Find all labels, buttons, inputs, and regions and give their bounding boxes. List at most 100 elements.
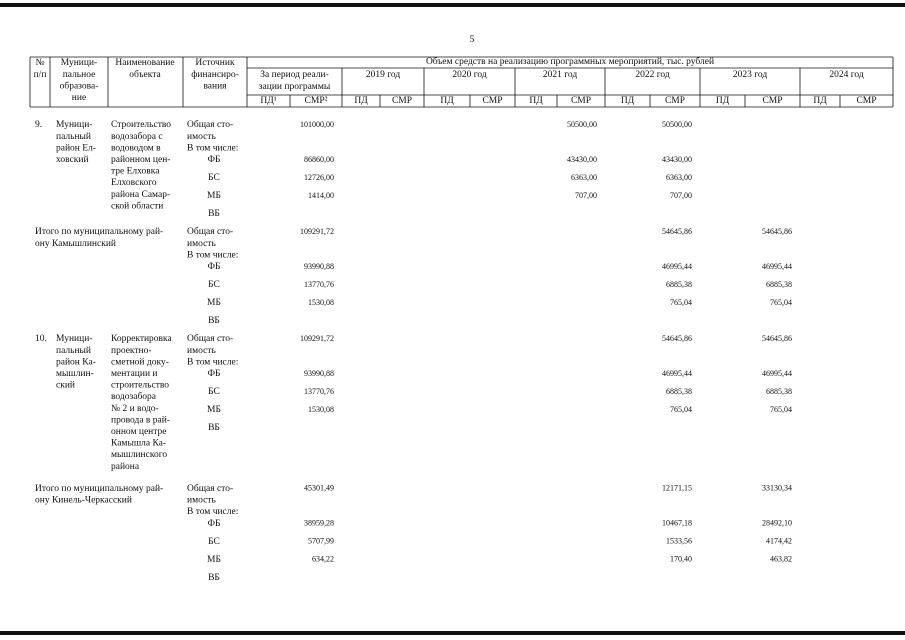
amount: 765,04 bbox=[770, 405, 792, 414]
funding-source: Общая сто- bbox=[187, 333, 233, 344]
amount: 6885,38 bbox=[766, 280, 792, 289]
amount: 1533,56 bbox=[666, 536, 692, 545]
amount: 6363,00 bbox=[666, 173, 692, 182]
header-subcolumn: ПД¹ bbox=[260, 96, 276, 106]
amount: 6885,38 bbox=[666, 387, 692, 396]
funding-source: ФБ bbox=[208, 519, 221, 529]
header-subcolumn: СМР bbox=[856, 96, 876, 106]
amount: 86860,00 bbox=[304, 155, 334, 164]
funding-source: В том числе: bbox=[187, 507, 238, 517]
amount: 765,04 bbox=[770, 298, 792, 307]
amount: 4174,42 bbox=[766, 536, 792, 545]
funding-source: Общая сто- bbox=[187, 226, 233, 237]
object-name: района bbox=[111, 461, 140, 472]
object-name: водозабора с bbox=[111, 131, 163, 142]
amount: 6363,00 bbox=[571, 173, 597, 182]
funding-source: Общая сто- bbox=[187, 483, 233, 494]
amount: 38959,28 bbox=[304, 518, 334, 527]
municipality: Муници- bbox=[56, 334, 92, 344]
row-number: 10. bbox=[35, 334, 47, 344]
header-subcolumn: СМР bbox=[571, 96, 591, 106]
header-number: № bbox=[35, 58, 44, 68]
municipality: ский bbox=[56, 380, 75, 391]
funding-source: имость bbox=[187, 346, 216, 356]
header-subcolumn: ПД bbox=[440, 96, 454, 106]
amount: 46995,44 bbox=[762, 369, 792, 378]
total-title: Итого по муниципальному рай- bbox=[35, 483, 163, 494]
header-subcolumn: СМР² bbox=[305, 96, 328, 106]
amount: 10467,18 bbox=[662, 518, 692, 527]
funding-source: ВБ bbox=[208, 316, 220, 326]
header-volume: Объем средств на реализацию программных … bbox=[426, 56, 714, 67]
funding-source: МБ bbox=[207, 298, 221, 308]
funding-source: ВБ bbox=[208, 423, 220, 433]
funding-source: ФБ bbox=[208, 369, 221, 379]
header-source: Источник bbox=[195, 58, 235, 68]
object-name: Елховского bbox=[111, 178, 157, 188]
amount: 12726,00 bbox=[304, 173, 334, 182]
amount: 46995,44 bbox=[662, 262, 692, 271]
municipality: ховский bbox=[56, 154, 89, 165]
header-municipality: пальное bbox=[63, 70, 96, 80]
header-subcolumn: ПД bbox=[529, 96, 543, 106]
funding-source: В том числе: bbox=[187, 357, 238, 367]
funding-source: В том числе: bbox=[187, 143, 238, 153]
amount: 6885,38 bbox=[666, 280, 692, 289]
funding-source: имость bbox=[187, 132, 216, 142]
object-name: тре Елховка bbox=[111, 167, 160, 177]
amount: 1530,08 bbox=[308, 405, 334, 414]
header-subcolumn: СМР bbox=[392, 96, 412, 106]
amount: 43430,00 bbox=[567, 155, 597, 164]
amount: 1530,08 bbox=[308, 298, 334, 307]
header-subcolumn: СМР bbox=[482, 96, 502, 106]
header-period: зации программы bbox=[259, 82, 331, 92]
amount: 1414,00 bbox=[308, 191, 334, 200]
funding-source: БС bbox=[208, 537, 220, 547]
object-name: районном цен- bbox=[111, 154, 170, 165]
amount: 33130,34 bbox=[762, 483, 792, 492]
object-name: водоводом в bbox=[111, 143, 161, 153]
funding-source: МБ bbox=[207, 555, 221, 565]
amount: 12171,15 bbox=[662, 483, 692, 492]
amount: 765,04 bbox=[670, 405, 692, 414]
header-subcolumn: ПД bbox=[621, 96, 635, 106]
municipality: Муници- bbox=[56, 120, 92, 130]
header-source: финансиро- bbox=[191, 69, 239, 80]
amount: 13770,76 bbox=[304, 280, 334, 289]
object-name: Строительство bbox=[111, 120, 171, 130]
header-municipality: образова- bbox=[60, 80, 99, 91]
municipality: пальный bbox=[56, 131, 91, 142]
municipality: пальный bbox=[56, 345, 91, 356]
amount: 13770,76 bbox=[304, 387, 334, 396]
amount: 54645,86 bbox=[662, 227, 692, 236]
funding-source: БС bbox=[208, 280, 220, 290]
header-source: вания bbox=[203, 81, 227, 91]
amount: 28492,10 bbox=[762, 518, 792, 527]
object-name: провода в рай- bbox=[111, 414, 170, 425]
amount: 43430,00 bbox=[662, 155, 692, 164]
header-period: За период реали- bbox=[260, 70, 329, 80]
amount: 54645,86 bbox=[762, 227, 792, 236]
total-title: ону Кинель-Черкасский bbox=[35, 494, 132, 505]
amount: 50500,00 bbox=[567, 120, 597, 129]
object-name: строительство bbox=[111, 381, 169, 391]
funding-source: В том числе: bbox=[187, 250, 238, 260]
municipality: район Ка- bbox=[56, 356, 96, 367]
amount: 765,04 bbox=[670, 298, 692, 307]
header-subcolumn: ПД bbox=[354, 96, 368, 106]
header-subcolumn: ПД bbox=[813, 96, 827, 106]
amount: 50500,00 bbox=[662, 120, 692, 129]
object-name: № 2 и водо- bbox=[111, 404, 159, 414]
amount: 634,22 bbox=[312, 554, 334, 563]
funding-source: ФБ bbox=[208, 155, 221, 165]
object-name: водозабора bbox=[111, 391, 157, 402]
object-name: ской области bbox=[111, 200, 163, 211]
header-municipality: Муници- bbox=[61, 58, 97, 68]
bottom-border bbox=[0, 631, 905, 635]
object-name: мышлинского bbox=[111, 450, 167, 460]
object-name: онном центре bbox=[111, 427, 167, 437]
object-name: проектно- bbox=[111, 346, 152, 356]
header-period: 2024 год bbox=[829, 70, 864, 80]
